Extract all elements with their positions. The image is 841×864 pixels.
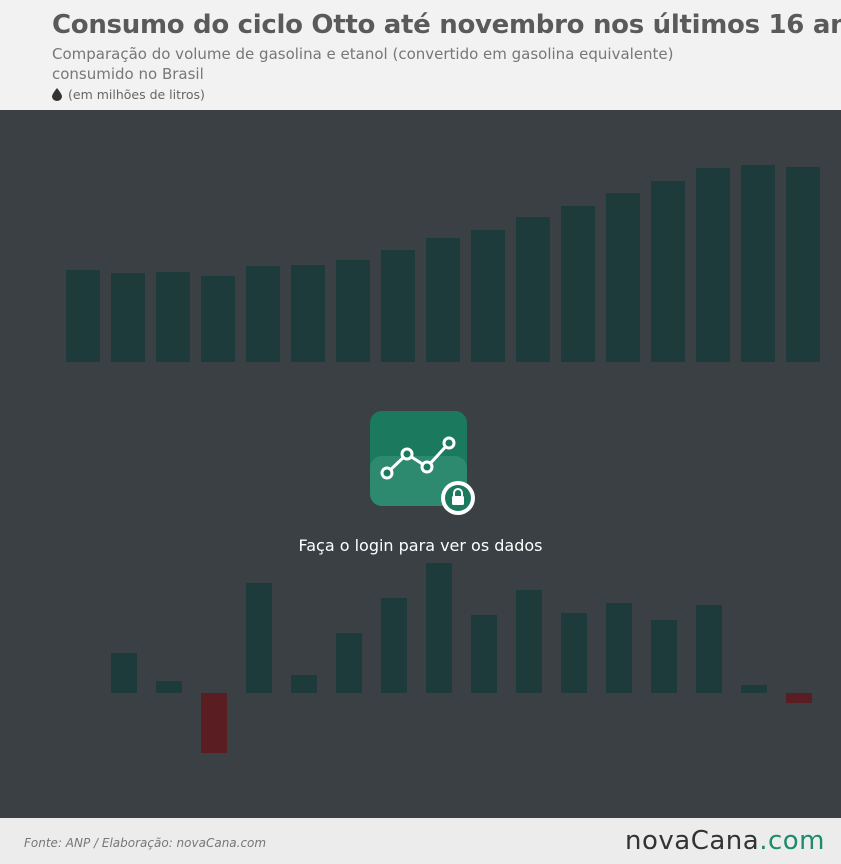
blurred-bar [426,563,452,693]
blurred-bar [156,681,182,693]
blurred-bar [741,165,775,362]
blurred-bars [66,165,820,753]
login-message[interactable]: Faça o login para ver os dados [298,536,543,555]
locked-chart: Faça o login para ver os dados [0,110,841,818]
blurred-bar [426,238,460,362]
logo-name: novaCana [625,826,760,856]
lock-body [452,496,464,505]
blurred-bar [516,217,550,362]
blurred-bar [741,685,767,693]
blurred-bar [111,653,137,693]
blurred-bar [246,266,280,362]
blurred-bar [66,270,100,362]
blurred-bar [606,193,640,362]
lock-shackle [453,488,463,496]
logo-domain: .com [759,826,825,856]
blurred-bar [786,167,820,362]
blurred-bar [471,230,505,362]
blurred-bar [606,603,632,693]
blurred-bar [696,605,722,693]
title: Consumo do ciclo Otto até novembro nos ú… [52,10,841,40]
blurred-bar [201,693,227,753]
blurred-bar [786,693,812,703]
blurred-bar [651,620,677,693]
blurred-bar [156,272,190,362]
source: Fonte: ANP / Elaboração: novaCana.com [24,836,267,850]
blurred-bar [291,265,325,362]
blurred-bar [246,583,272,693]
header: Consumo do ciclo Otto até novembro nos ú… [0,0,841,110]
blurred-bar [561,206,595,362]
footer: Fonte: ANP / Elaboração: novaCana.com no… [0,818,841,864]
blurred-bar [336,633,362,693]
blurred-bar [471,615,497,693]
icon-dots [380,436,456,480]
blurred-bar [651,181,685,362]
blurred-bar [561,613,587,693]
subtitle: Comparação do volume de gasolina e etano… [52,45,674,83]
blurred-bar [111,273,145,362]
drop-icon [52,88,62,101]
blurred-bar [696,168,730,362]
icon-line [385,441,451,475]
blurred-bar [516,590,542,693]
lock-icon[interactable] [370,411,475,515]
unit-label: (em milhões de litros) [68,87,205,102]
blurred-bar [381,250,415,362]
blurred-bar [381,598,407,693]
blurred-bar [291,675,317,693]
unit-row: (em milhões de litros) [52,87,205,102]
blurred-bar [336,260,370,362]
blurred-chart [0,110,841,818]
blurred-bar [201,276,235,362]
logo[interactable]: novaCana.com [625,826,825,856]
